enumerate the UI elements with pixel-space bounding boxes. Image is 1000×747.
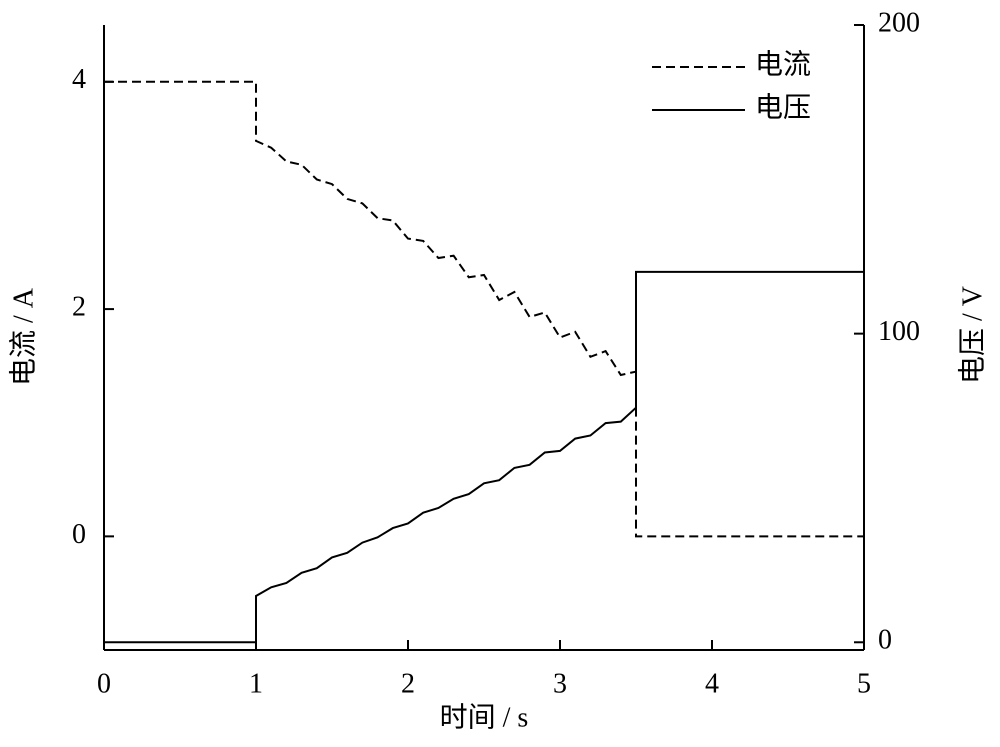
y2-axis-title: 电压 / V (956, 286, 988, 384)
x-tick-label: 4 (705, 668, 719, 699)
x-axis-title: 时间 / s (440, 701, 529, 733)
y2-tick-label: 100 (878, 316, 920, 347)
x-tick-label: 2 (401, 668, 415, 699)
x-tick-label: 5 (857, 668, 871, 699)
data-line (104, 80, 864, 538)
y2-tick-label: 200 (878, 7, 920, 38)
y-tick-label: 2 (72, 292, 86, 323)
y-tick-label: 4 (72, 64, 86, 95)
y-axis-title: 电流 / A (7, 287, 39, 386)
y-tick-label: 0 (72, 519, 86, 550)
legend-label: 电压 (755, 91, 811, 123)
y2-tick-label: 0 (878, 625, 892, 656)
legend-label: 电流 (755, 48, 811, 80)
x-tick-label: 0 (97, 668, 111, 699)
x-tick-label: 1 (249, 668, 263, 699)
x-tick-label: 3 (553, 668, 567, 699)
data-line (104, 270, 864, 644)
